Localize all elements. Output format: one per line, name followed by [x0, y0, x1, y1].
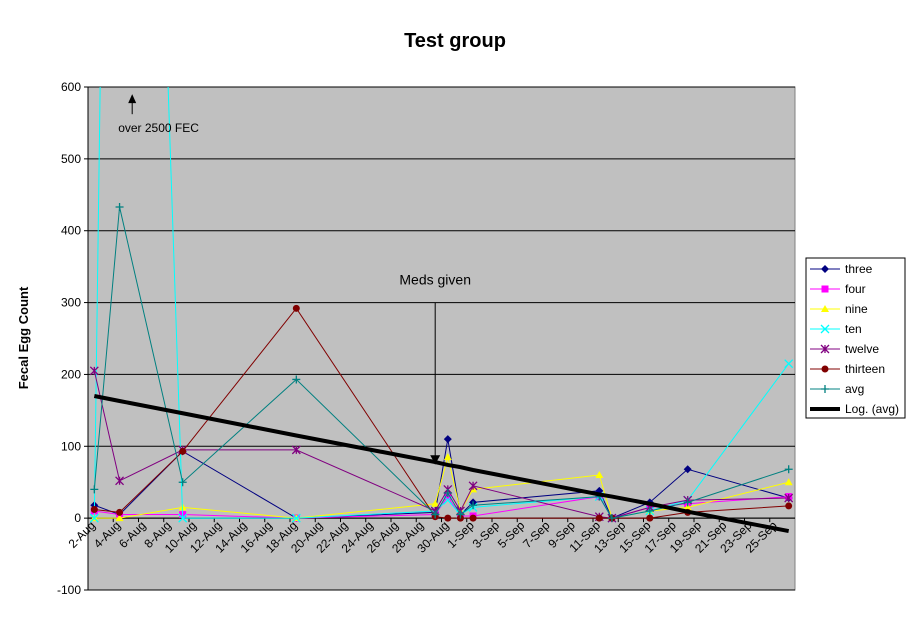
marker	[469, 501, 478, 510]
marker	[595, 471, 604, 479]
chart-title: Test group	[404, 30, 506, 52]
series-line	[93, 394, 790, 534]
legend-label: three	[845, 262, 873, 276]
legend-marker	[821, 385, 829, 393]
marker	[821, 265, 829, 273]
marker	[820, 344, 830, 354]
annotation-arrowhead	[128, 94, 137, 104]
marker	[115, 514, 124, 522]
marker	[683, 503, 692, 511]
marker	[607, 514, 616, 523]
y-tick-label: 600	[61, 80, 81, 94]
marker	[431, 499, 440, 507]
marker	[431, 510, 440, 519]
y-tick-label: -100	[57, 583, 81, 597]
legend-box	[805, 257, 906, 419]
y-tick-label: 300	[61, 296, 81, 310]
marker	[683, 498, 692, 507]
marker	[469, 514, 477, 522]
legend-label: avg	[845, 382, 864, 396]
y-axis-label: Fecal Egg Count	[16, 286, 31, 389]
marker	[89, 366, 99, 376]
marker	[784, 493, 794, 503]
legend-marker	[821, 365, 829, 373]
marker	[292, 304, 300, 312]
y-tick-label: 200	[61, 367, 81, 381]
marker	[178, 478, 187, 487]
legend-label: four	[845, 282, 866, 296]
y-tick-label: 0	[74, 511, 81, 525]
legend-marker	[821, 305, 829, 312]
y-tick-label: 500	[61, 152, 81, 166]
marker	[291, 513, 301, 523]
marker	[444, 514, 452, 522]
marker	[683, 465, 692, 474]
marker	[443, 453, 452, 461]
marker	[784, 359, 794, 369]
marker	[90, 485, 99, 494]
marker	[821, 285, 829, 293]
marker	[90, 506, 98, 514]
marker	[115, 476, 125, 486]
legend-marker	[820, 324, 830, 334]
marker	[821, 305, 829, 312]
marker	[292, 375, 301, 384]
legend-label: nine	[845, 302, 868, 316]
marker	[179, 447, 187, 455]
annotation: over 2500 FEC	[118, 121, 199, 135]
marker	[116, 508, 124, 516]
y-tick-label: 100	[61, 439, 81, 453]
marker	[115, 203, 124, 212]
marker	[456, 510, 465, 519]
marker	[645, 506, 654, 515]
legend-label: Log. (avg)	[845, 402, 899, 416]
annotation-arrowhead	[430, 455, 441, 465]
marker	[595, 514, 603, 522]
marker	[468, 481, 478, 491]
legend-label: thirteen	[845, 362, 885, 376]
marker	[291, 445, 301, 455]
marker	[785, 502, 793, 510]
legend-marker	[820, 344, 830, 354]
marker	[821, 385, 829, 393]
legend-label: ten	[845, 322, 862, 336]
marker	[646, 514, 654, 522]
legend-marker	[821, 285, 829, 293]
marker	[89, 513, 99, 523]
marker	[784, 465, 793, 474]
y-tick-label: 400	[61, 224, 81, 238]
marker	[820, 324, 830, 334]
annotation: Meds given	[399, 272, 471, 288]
legend-label: twelve	[845, 342, 879, 356]
marker	[178, 513, 188, 523]
marker	[443, 488, 452, 497]
marker	[784, 478, 793, 486]
marker	[443, 435, 452, 444]
marker	[821, 365, 829, 373]
plot	[89, 87, 794, 534]
legend-marker	[821, 265, 829, 273]
